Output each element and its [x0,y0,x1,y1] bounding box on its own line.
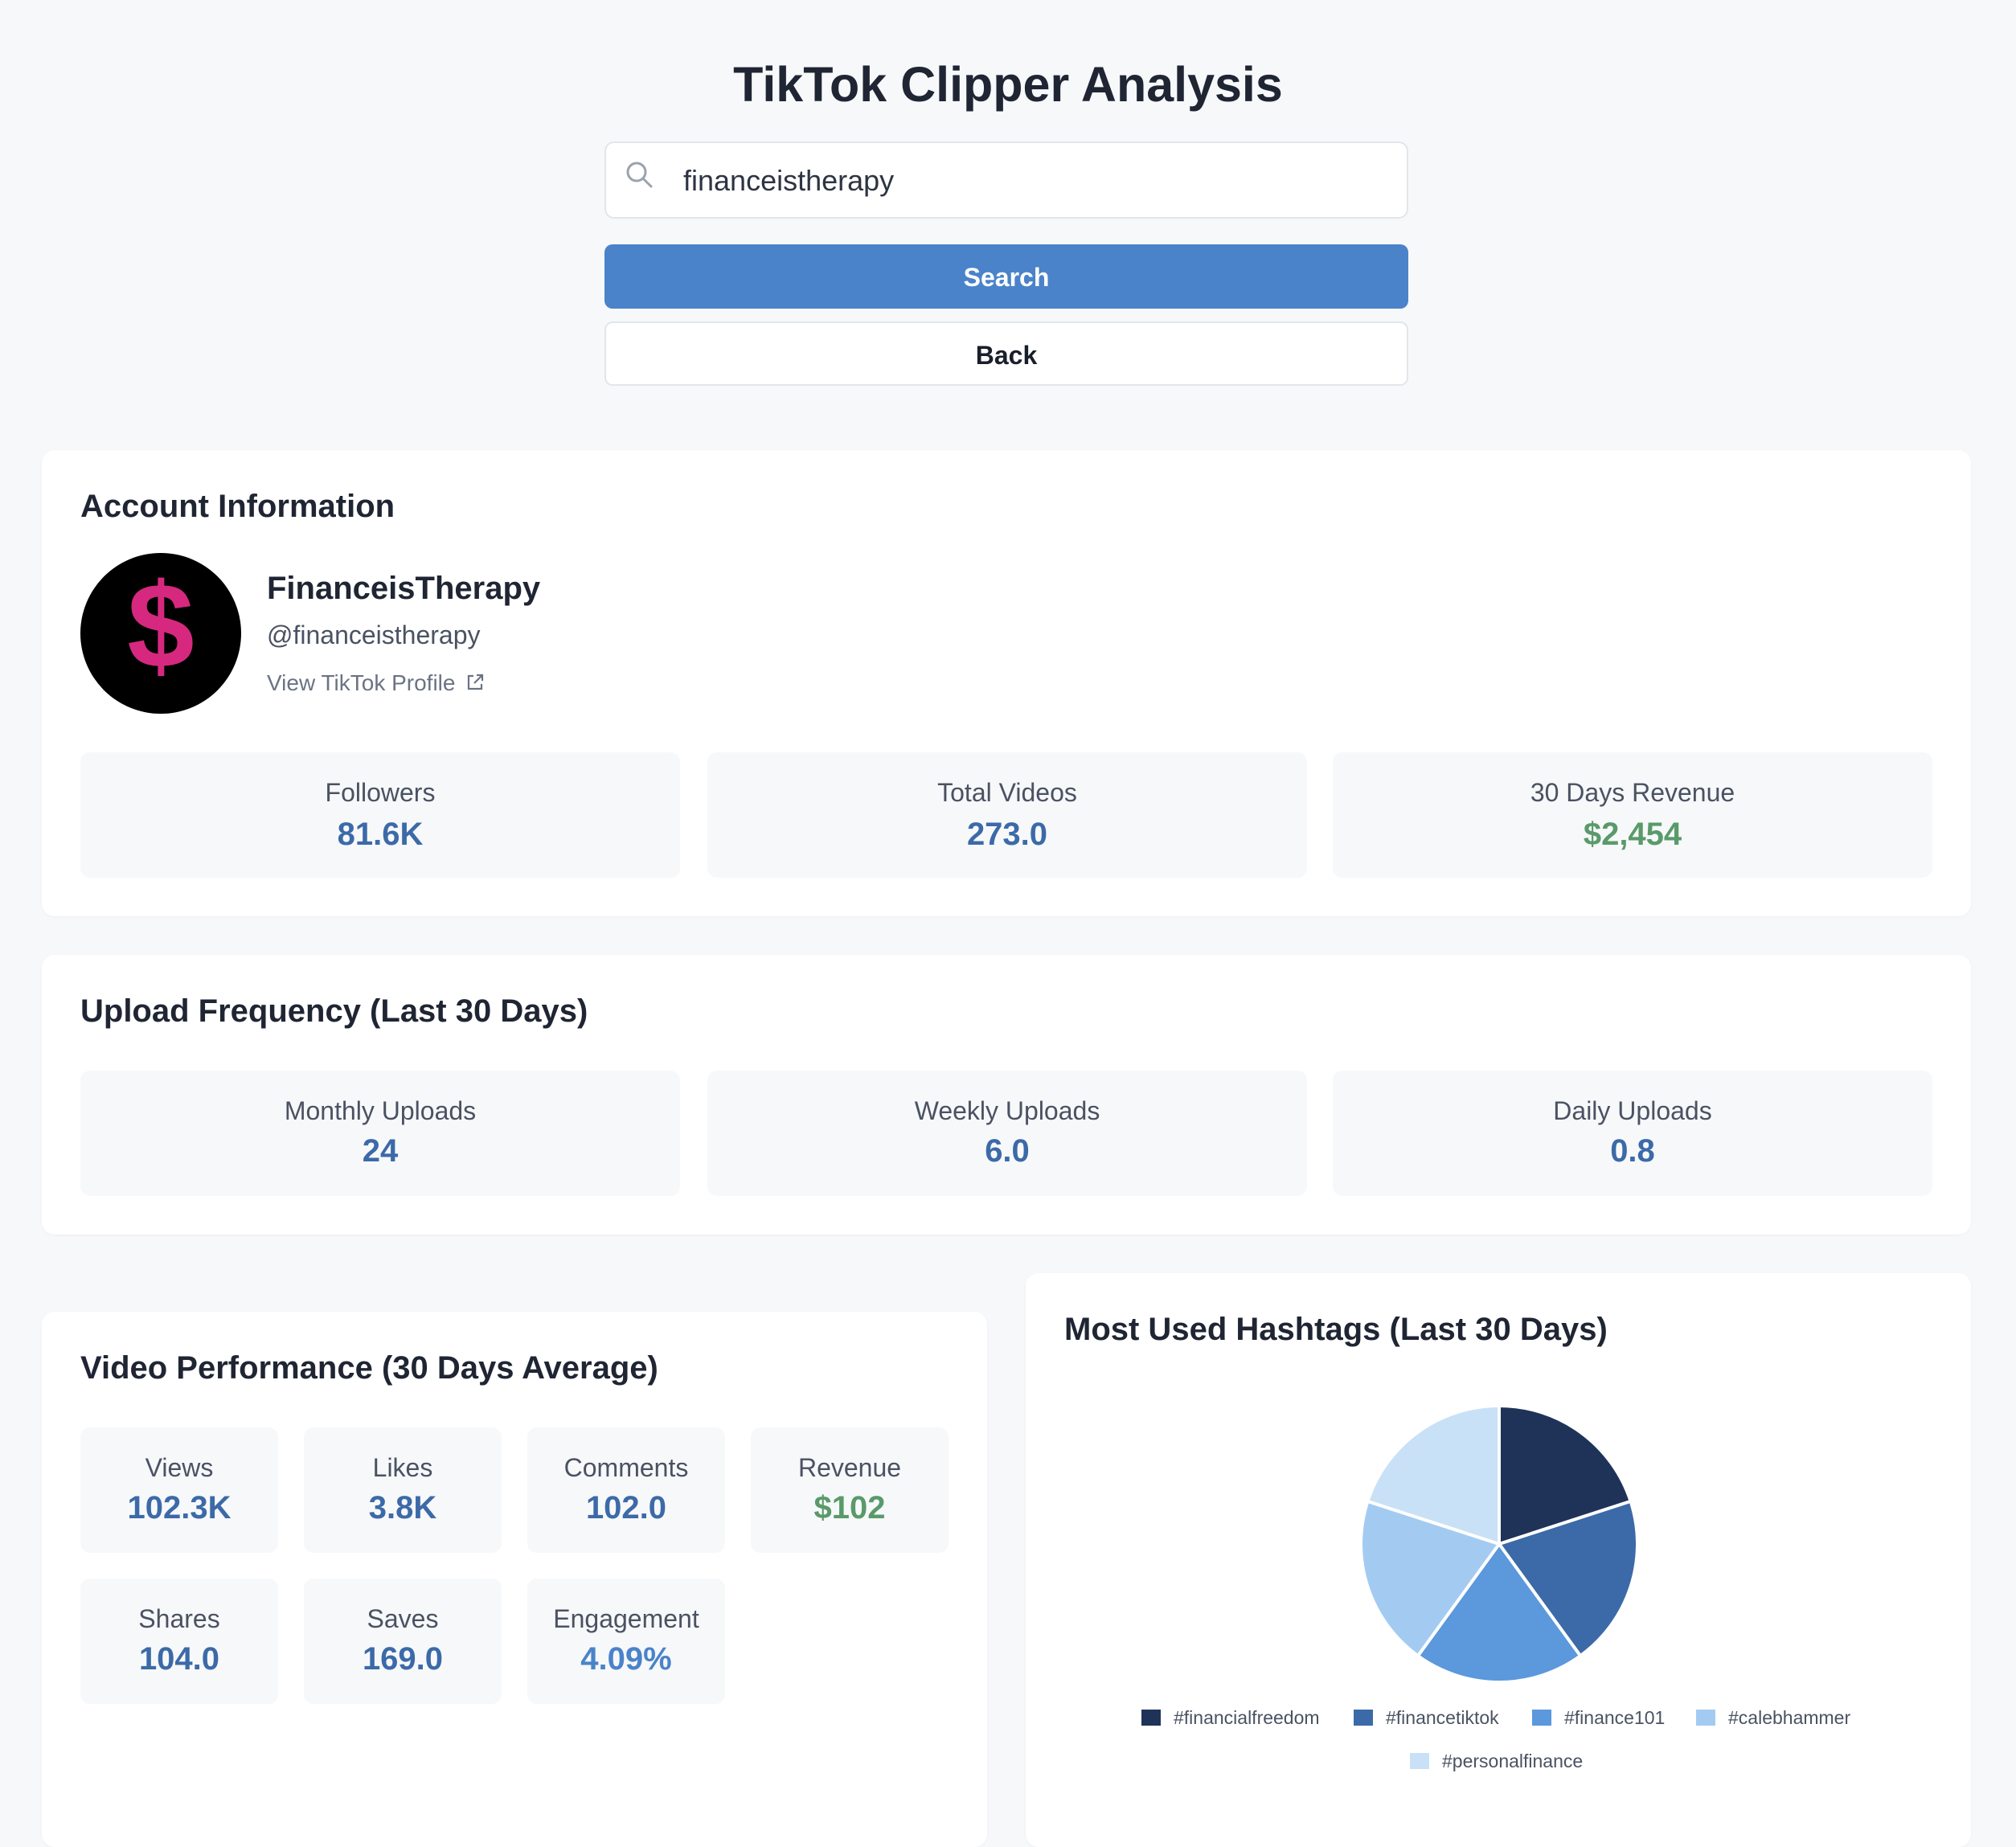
pie-slice[interactable] [1416,1541,1583,1684]
legend-label: #finance101 [1564,1707,1666,1728]
stat-saves: Saves 169.0 [304,1579,502,1704]
legend-item[interactable]: #finance101 [1532,1707,1665,1729]
legend-swatch [1410,1753,1429,1769]
search-input[interactable] [682,143,1392,219]
stat-value: 4.09% [580,1641,672,1677]
stat-likes: Likes 3.8K [304,1427,502,1553]
stat-label: Comments [563,1453,689,1482]
pie-slice[interactable] [1496,1499,1639,1658]
back-button[interactable]: Back [604,321,1408,386]
stat-value: 104.0 [138,1641,220,1677]
performance-heading: Video Performance (30 Days Average) [80,1350,658,1386]
pie-slice[interactable] [1365,1403,1501,1546]
legend-swatch [1354,1710,1373,1726]
stat-label: Daily Uploads [1553,1096,1712,1125]
stat-label: Engagement [553,1604,699,1633]
stat-value: 6.0 [985,1133,1030,1169]
account-heading: Account Information [80,489,395,524]
view-profile-link[interactable]: View TikTok Profile [267,670,486,696]
legend-label: #calebhammer [1728,1707,1851,1728]
stat-label: Shares [138,1604,220,1633]
legend-label: #financialfreedom [1174,1707,1320,1728]
stat-label: Followers [325,778,436,807]
stat-followers: Followers 81.6K [80,752,680,878]
dollar-icon: $ [125,555,196,695]
search-box[interactable] [604,141,1408,219]
stat-daily-uploads: Daily Uploads 0.8 [1333,1071,1932,1196]
stat-views: Views 102.3K [80,1427,278,1553]
stat-value: 0.8 [1610,1133,1655,1169]
legend-item[interactable]: #personalfinance [1410,1751,1583,1772]
stat-value: 273.0 [966,817,1048,852]
external-link-icon [468,674,484,690]
stat-monthly-uploads: Monthly Uploads 24 [80,1071,680,1196]
pie-slice[interactable] [1359,1499,1502,1658]
upload-heading: Upload Frequency (Last 30 Days) [80,993,588,1029]
avatar: $ [80,553,241,714]
stat-engagement: Engagement 4.09% [527,1579,725,1704]
stat-label: Saves [367,1604,439,1633]
search-icon [626,162,653,188]
view-profile-label: View TikTok Profile [267,670,456,695]
legend-swatch [1532,1710,1551,1726]
stat-value: 81.6K [337,817,424,852]
legend-item[interactable]: #financialfreedom [1141,1707,1320,1729]
stat-value: 24 [362,1133,399,1169]
stat-shares: Shares 104.0 [80,1579,278,1704]
stat-value: 3.8K [368,1490,437,1526]
stat-weekly-uploads: Weekly Uploads 6.0 [707,1071,1307,1196]
legend-item[interactable]: #calebhammer [1696,1707,1850,1729]
legend-label: #personalfinance [1442,1751,1584,1771]
legend-swatch [1141,1710,1161,1726]
hashtags-heading: Most Used Hashtags (Last 30 Days) [1064,1312,1608,1347]
stat-value: 169.0 [362,1641,444,1677]
pie-slice[interactable] [1498,1403,1633,1546]
legend-item[interactable]: #financetiktok [1354,1707,1499,1729]
search-button[interactable]: Search [604,244,1408,309]
stat-30-days-revenue: 30 Days Revenue $2,454 [1333,752,1932,878]
stat-label: Monthly Uploads [284,1096,477,1125]
legend-swatch [1696,1710,1715,1726]
stat-value: 102.0 [585,1490,667,1526]
stat-revenue: Revenue $102 [751,1427,949,1553]
account-name: FinanceisTherapy [267,571,541,606]
stat-label: Revenue [797,1453,902,1482]
account-handle: @financeistherapy [267,620,481,649]
stat-label: Views [145,1453,214,1482]
stat-label: Total Videos [937,778,1077,807]
stat-value: $102 [813,1490,886,1526]
stat-label: Weekly Uploads [914,1096,1100,1125]
stat-total-videos: Total Videos 273.0 [707,752,1307,878]
stat-comments: Comments 102.0 [527,1427,725,1553]
stat-label: Likes [372,1453,433,1482]
stat-label: 30 Days Revenue [1530,778,1735,807]
hashtags-pie-chart [1359,1403,1639,1684]
stat-value: $2,454 [1583,817,1682,852]
legend-label: #financetiktok [1386,1707,1499,1728]
stat-value: 102.3K [127,1490,232,1526]
page-title: TikTok Clipper Analysis [733,57,1283,112]
avatar-symbol: $ [127,558,194,693]
